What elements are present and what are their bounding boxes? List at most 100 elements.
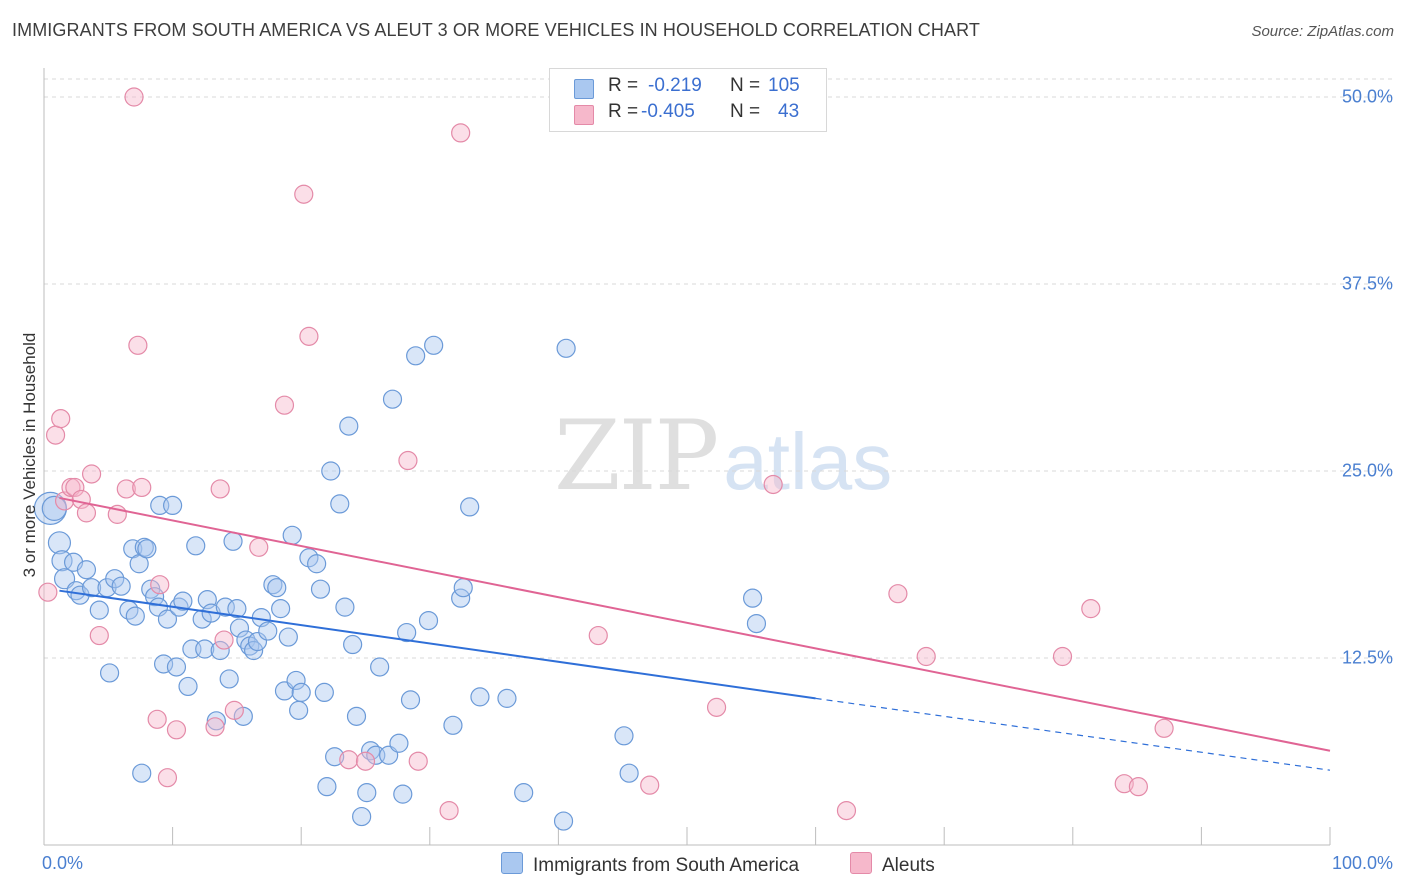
legend-label: Aleuts xyxy=(882,855,935,876)
x-tick-label-min: 0.0% xyxy=(42,853,84,873)
data-point-aleuts xyxy=(157,768,178,788)
data-point-south-america xyxy=(125,606,145,626)
r-value: -0.405 xyxy=(641,101,695,122)
data-point-south-america xyxy=(310,579,331,599)
data-point-south-america xyxy=(470,687,490,707)
data-point-south-america xyxy=(443,715,463,735)
data-point-south-america xyxy=(389,733,409,753)
data-point-south-america xyxy=(81,578,102,598)
chart-title: IMMIGRANTS FROM SOUTH AMERICA VS ALEUT 3… xyxy=(12,20,980,40)
data-point-aleuts xyxy=(836,800,857,821)
data-point-aleuts xyxy=(89,625,109,646)
data-point-aleuts xyxy=(38,582,58,602)
legend-swatch-aleuts xyxy=(850,852,872,874)
data-point-aleuts xyxy=(439,800,459,821)
data-point-aleuts xyxy=(214,630,234,650)
data-point-aleuts xyxy=(249,537,269,557)
data-point-aleuts xyxy=(451,123,471,143)
data-point-south-america xyxy=(314,682,334,703)
data-point-aleuts xyxy=(1114,774,1134,794)
trend-line-south-america xyxy=(59,589,816,700)
data-point-south-america xyxy=(178,676,198,697)
data-point-aleuts xyxy=(81,464,102,484)
data-point-south-america xyxy=(321,461,341,481)
legend-item-aleuts[interactable]: Aleuts xyxy=(850,852,935,877)
data-point-aleuts xyxy=(166,720,187,740)
data-point-aleuts xyxy=(339,750,359,770)
data-point-south-america xyxy=(76,560,97,580)
legend-item-south-america[interactable]: Immigrants from South America xyxy=(501,852,799,877)
data-point-south-america xyxy=(278,627,298,647)
data-point-south-america xyxy=(227,599,247,619)
data-point-south-america xyxy=(286,670,306,691)
data-point-south-america xyxy=(258,621,278,641)
data-point-south-america xyxy=(357,783,377,803)
trend-line-extension xyxy=(815,697,1331,771)
series-swatch-south-america xyxy=(574,79,594,99)
data-point-south-america xyxy=(271,599,291,619)
data-point-south-america xyxy=(157,609,178,629)
data-point-south-america xyxy=(397,622,417,643)
data-point-aleuts xyxy=(65,477,85,498)
data-point-aleuts xyxy=(124,87,144,107)
data-point-south-america xyxy=(229,618,250,638)
data-point-aleuts xyxy=(210,479,230,499)
data-point-aleuts xyxy=(1128,777,1148,797)
watermark-zip: ZIP xyxy=(554,400,719,512)
data-point-aleuts xyxy=(1052,646,1073,667)
legend-swatch-south-america xyxy=(501,852,523,874)
data-point-aleuts xyxy=(588,625,608,646)
data-point-south-america xyxy=(41,495,67,521)
data-point-south-america xyxy=(400,690,421,710)
data-point-south-america xyxy=(453,578,473,598)
data-point-south-america xyxy=(339,416,359,436)
data-point-aleuts xyxy=(355,751,376,771)
data-point-aleuts xyxy=(398,450,418,471)
data-point-south-america xyxy=(291,682,311,703)
data-point-aleuts xyxy=(888,584,908,604)
x-tick-label-max: 100.0% xyxy=(1331,853,1393,873)
n-label: N = xyxy=(730,75,761,96)
data-point-south-america xyxy=(186,536,206,556)
watermark: ZIPatlas xyxy=(554,400,892,512)
trend-line-aleuts xyxy=(59,496,1331,752)
y-tick-label: 25.0% xyxy=(1341,460,1393,481)
data-point-south-america xyxy=(514,783,534,803)
data-point-south-america xyxy=(89,600,109,620)
series-swatch-aleuts xyxy=(574,105,594,125)
data-point-aleuts xyxy=(1154,718,1174,738)
n-value: 43 xyxy=(778,101,800,122)
data-point-south-america xyxy=(418,610,439,631)
data-point-aleuts xyxy=(299,326,319,346)
y-tick-label: 37.5% xyxy=(1341,273,1393,294)
data-point-south-america xyxy=(99,663,120,683)
data-point-aleuts xyxy=(224,700,244,720)
data-point-south-america xyxy=(325,747,345,767)
data-point-south-america xyxy=(210,640,230,661)
y-tick-label: 12.5% xyxy=(1341,647,1393,668)
data-point-aleuts xyxy=(205,717,225,737)
data-point-south-america xyxy=(553,811,574,831)
data-point-south-america xyxy=(614,726,634,746)
data-point-south-america xyxy=(247,631,268,652)
correlation-stats-box: R = -0.219 N = 105 R = -0.405 N = 43 xyxy=(549,68,827,132)
data-point-aleuts xyxy=(274,395,295,415)
data-point-aleuts xyxy=(706,697,727,717)
data-point-aleuts xyxy=(763,474,783,495)
data-point-south-america xyxy=(742,588,763,608)
data-point-south-america xyxy=(144,587,165,607)
data-point-south-america xyxy=(460,497,480,517)
data-point-south-america xyxy=(166,657,187,677)
data-point-aleuts xyxy=(1081,599,1101,619)
watermark-atlas: atlas xyxy=(723,417,893,506)
data-point-south-america xyxy=(206,711,226,731)
y-tick-label: 50.0% xyxy=(1341,86,1393,107)
data-point-south-america xyxy=(346,706,367,726)
data-point-south-america xyxy=(307,554,327,574)
data-point-south-america xyxy=(163,495,183,516)
source-label: Source: ZipAtlas.com xyxy=(1251,23,1394,40)
data-point-south-america xyxy=(330,494,350,514)
n-value: 105 xyxy=(768,75,800,96)
data-point-aleuts xyxy=(132,477,152,498)
